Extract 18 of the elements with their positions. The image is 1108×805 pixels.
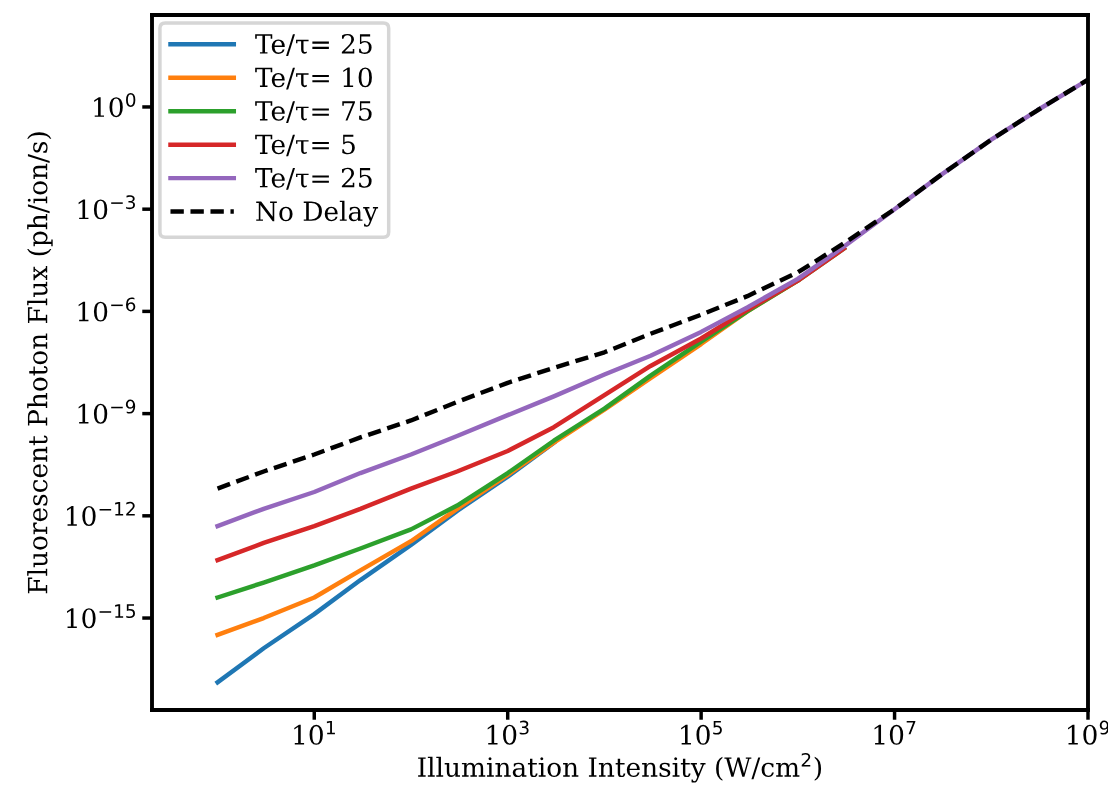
x-tick-label: 10$^{7}$ (874, 720, 916, 745)
y-tick-label: 10$^{−12}$ (67, 501, 135, 527)
x-tick-label: 10$^{3}$ (487, 720, 529, 745)
y-tick-label: 10$^{−3}$ (78, 195, 135, 220)
y-tick-label: 10$^{−9}$ (78, 399, 136, 424)
y-tick-label: 10$^{0}$ (94, 92, 136, 118)
legend-label: Te/τ= 5 (255, 134, 355, 157)
legend-label: Te/τ= 25 (255, 167, 372, 190)
x-tick-label: 10$^{1}$ (294, 720, 335, 745)
legend-label: Te/τ= 25 (255, 33, 372, 56)
y-tick-label: 10$^{−6}$ (78, 297, 136, 322)
x-tick-label: 10$^{5}$ (681, 720, 722, 745)
legend-label: Te/τ= 75 (255, 101, 372, 123)
y-tick-label: 10$^{−15}$ (67, 604, 135, 629)
y-axis-title: Fluorescent Photon Flux (ph/ion/s) (27, 132, 53, 594)
legend-label: Te/τ= 10 (255, 67, 372, 90)
x-axis-title: Illumination Intensity (W/cm$^{2}$) (418, 752, 822, 783)
legend-label: No Delay (256, 200, 379, 227)
